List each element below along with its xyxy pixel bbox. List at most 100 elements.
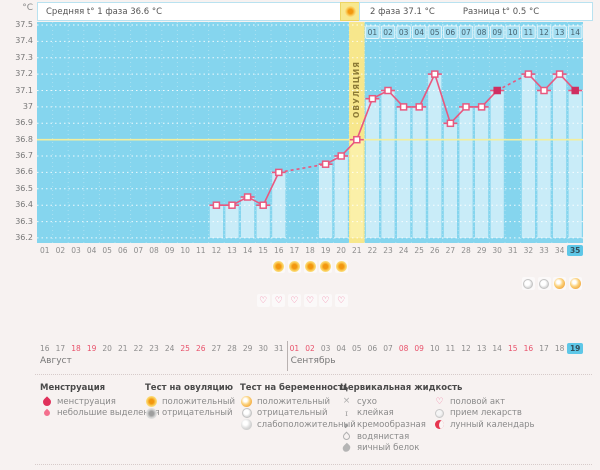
- legend-item-label: половой акт: [450, 396, 506, 407]
- sticky-icon: ɪ: [345, 408, 348, 418]
- calendar-day: 02: [305, 344, 315, 353]
- y-tick-label: 36.8: [15, 134, 33, 144]
- day-axis-label: 07: [133, 246, 144, 255]
- day-axis-label: 28: [461, 246, 471, 255]
- day-axis-label: 13: [227, 246, 237, 255]
- heart-icon: ♡: [305, 295, 315, 306]
- svg-text:08: 08: [477, 28, 487, 37]
- day-axis-label: 20: [336, 246, 346, 255]
- legend-item: положительный: [145, 396, 235, 408]
- ovulation-test-positive-icon: [273, 261, 285, 272]
- day-axis-label: 26: [430, 246, 440, 255]
- day-axis-label: 09: [164, 246, 175, 255]
- pregnancy-test-positive-icon: [240, 396, 253, 408]
- calendar-day: 16: [40, 344, 50, 353]
- calendar-day: 19: [567, 343, 584, 354]
- svg-text:09: 09: [492, 28, 502, 37]
- legend-item-label: яичный белок: [357, 443, 420, 454]
- medication-icon: [433, 408, 446, 418]
- calendar-day: 10: [430, 344, 440, 353]
- phase2-stats-box: 2 фаза 37.1 °C Разница t° 0.5 °C: [359, 2, 593, 21]
- temp-difference-label: Разница t° 0.5 °C: [462, 6, 540, 17]
- legend-column: Менструация менструация небольшие выделени…: [40, 383, 160, 419]
- heart-icon: ♡: [337, 295, 346, 306]
- legend-column-title: Цервикальная жидкость: [340, 383, 463, 393]
- day-axis-label: 08: [149, 246, 159, 255]
- legend-item: менструация: [40, 396, 160, 408]
- pregnancy-test-negative-icon: [240, 408, 253, 419]
- phase2-day-header: 01 02 03 04 05 06 07 08 09 10 11 12 13 14: [365, 25, 583, 39]
- day-axis-label: 14: [242, 246, 253, 255]
- legend-column: ♡ половой акт прием лекарств лунный календа…: [433, 383, 535, 431]
- bbt-temperature-chart[interactable]: 01 02 03 04 05 06 07 08 09 10 11 12 13 14: [37, 22, 583, 243]
- day-axis-label: 22: [367, 246, 378, 255]
- legend-item: слабоположительный: [240, 419, 356, 431]
- day-axis-label: 31: [508, 246, 518, 255]
- day-axis-label: 17: [289, 246, 300, 255]
- calendar-day: 20: [102, 344, 112, 353]
- moon-calendar-icon: [433, 420, 446, 430]
- calendar-day: 28: [227, 344, 237, 353]
- y-tick-label: 37.1: [15, 85, 33, 95]
- calendar-day: 08: [398, 344, 409, 353]
- intercourse-marker: ♡: [303, 294, 317, 307]
- svg-text:06: 06: [446, 28, 456, 37]
- legend-item-label: положительный: [162, 396, 235, 407]
- svg-text:04: 04: [414, 28, 424, 37]
- legend-item-label: отрицательный: [257, 408, 328, 419]
- day-axis-label: 34: [554, 246, 565, 255]
- svg-text:12: 12: [539, 28, 549, 37]
- legend-item: отрицательный: [145, 407, 235, 420]
- calendar-day: 25: [180, 344, 190, 353]
- day-axis-label: 03: [71, 246, 81, 255]
- day-axis-label: 35: [567, 245, 584, 256]
- calendar-day: 11: [445, 344, 456, 353]
- day-axis-label: 21: [352, 246, 362, 255]
- y-tick-label: 36.4: [15, 200, 33, 210]
- calendar-day: 16: [523, 344, 534, 353]
- ovulation-test-marker: [334, 260, 348, 273]
- ovulation-test-positive-icon: [335, 261, 347, 272]
- calendar-day: 23: [149, 344, 159, 353]
- svg-text:03: 03: [399, 28, 409, 37]
- legend-item-label: прием лекарств: [450, 408, 522, 419]
- pregnancy-test-marker: [568, 277, 582, 290]
- day-axis-label: 32: [523, 246, 534, 255]
- legend-item: отрицательный: [240, 408, 356, 420]
- spotting-icon: [40, 409, 53, 418]
- day-axis-label: 01: [40, 246, 50, 255]
- day-axis-label: 25: [414, 246, 424, 255]
- ovulation-test-marker: [272, 260, 286, 273]
- intercourse-icon: ♡: [433, 397, 446, 407]
- legend-item: × сухо: [340, 396, 462, 408]
- ovulation-test-marker: [303, 260, 317, 273]
- legend-item-label: кремообразная: [357, 419, 426, 430]
- calendar-day: 04: [336, 344, 346, 353]
- legend-column-title: Менструация: [40, 383, 106, 393]
- legend-item: водянистая: [340, 431, 462, 443]
- day-axis-label: 15: [258, 246, 268, 255]
- legend-separator: [35, 374, 592, 375]
- day-axis-label: 30: [492, 246, 502, 255]
- heart-icon: ♡: [259, 295, 268, 306]
- svg-text:05: 05: [430, 28, 440, 37]
- ovulation-header-cell: [340, 2, 360, 21]
- legend-column-title: Тест на беременность: [240, 383, 349, 393]
- spotting-icon: [42, 409, 51, 418]
- intercourse-marker: ♡: [272, 294, 286, 307]
- day-axis-label: 06: [118, 246, 128, 255]
- calendar-day: 18: [554, 344, 565, 353]
- legend-item: ♡ половой акт: [433, 396, 535, 408]
- moon-calendar-icon: [435, 420, 444, 430]
- sun-icon: [344, 6, 356, 17]
- day-axis-label: 11: [196, 246, 206, 255]
- legend-item-label: клейкая: [357, 408, 394, 419]
- ovulation-test-positive-icon: [288, 261, 300, 272]
- ovulation-test-positive-icon: [304, 261, 316, 272]
- day-axis-label: 05: [102, 246, 112, 255]
- legend-item-label: небольшие выделения: [57, 408, 160, 419]
- pregnancy-test-positive-icon: [554, 278, 566, 289]
- legend-column: Цервикальная жидкость × сухо ɪ клейкая, кремо…: [340, 383, 462, 454]
- calendar-day: 03: [320, 344, 331, 353]
